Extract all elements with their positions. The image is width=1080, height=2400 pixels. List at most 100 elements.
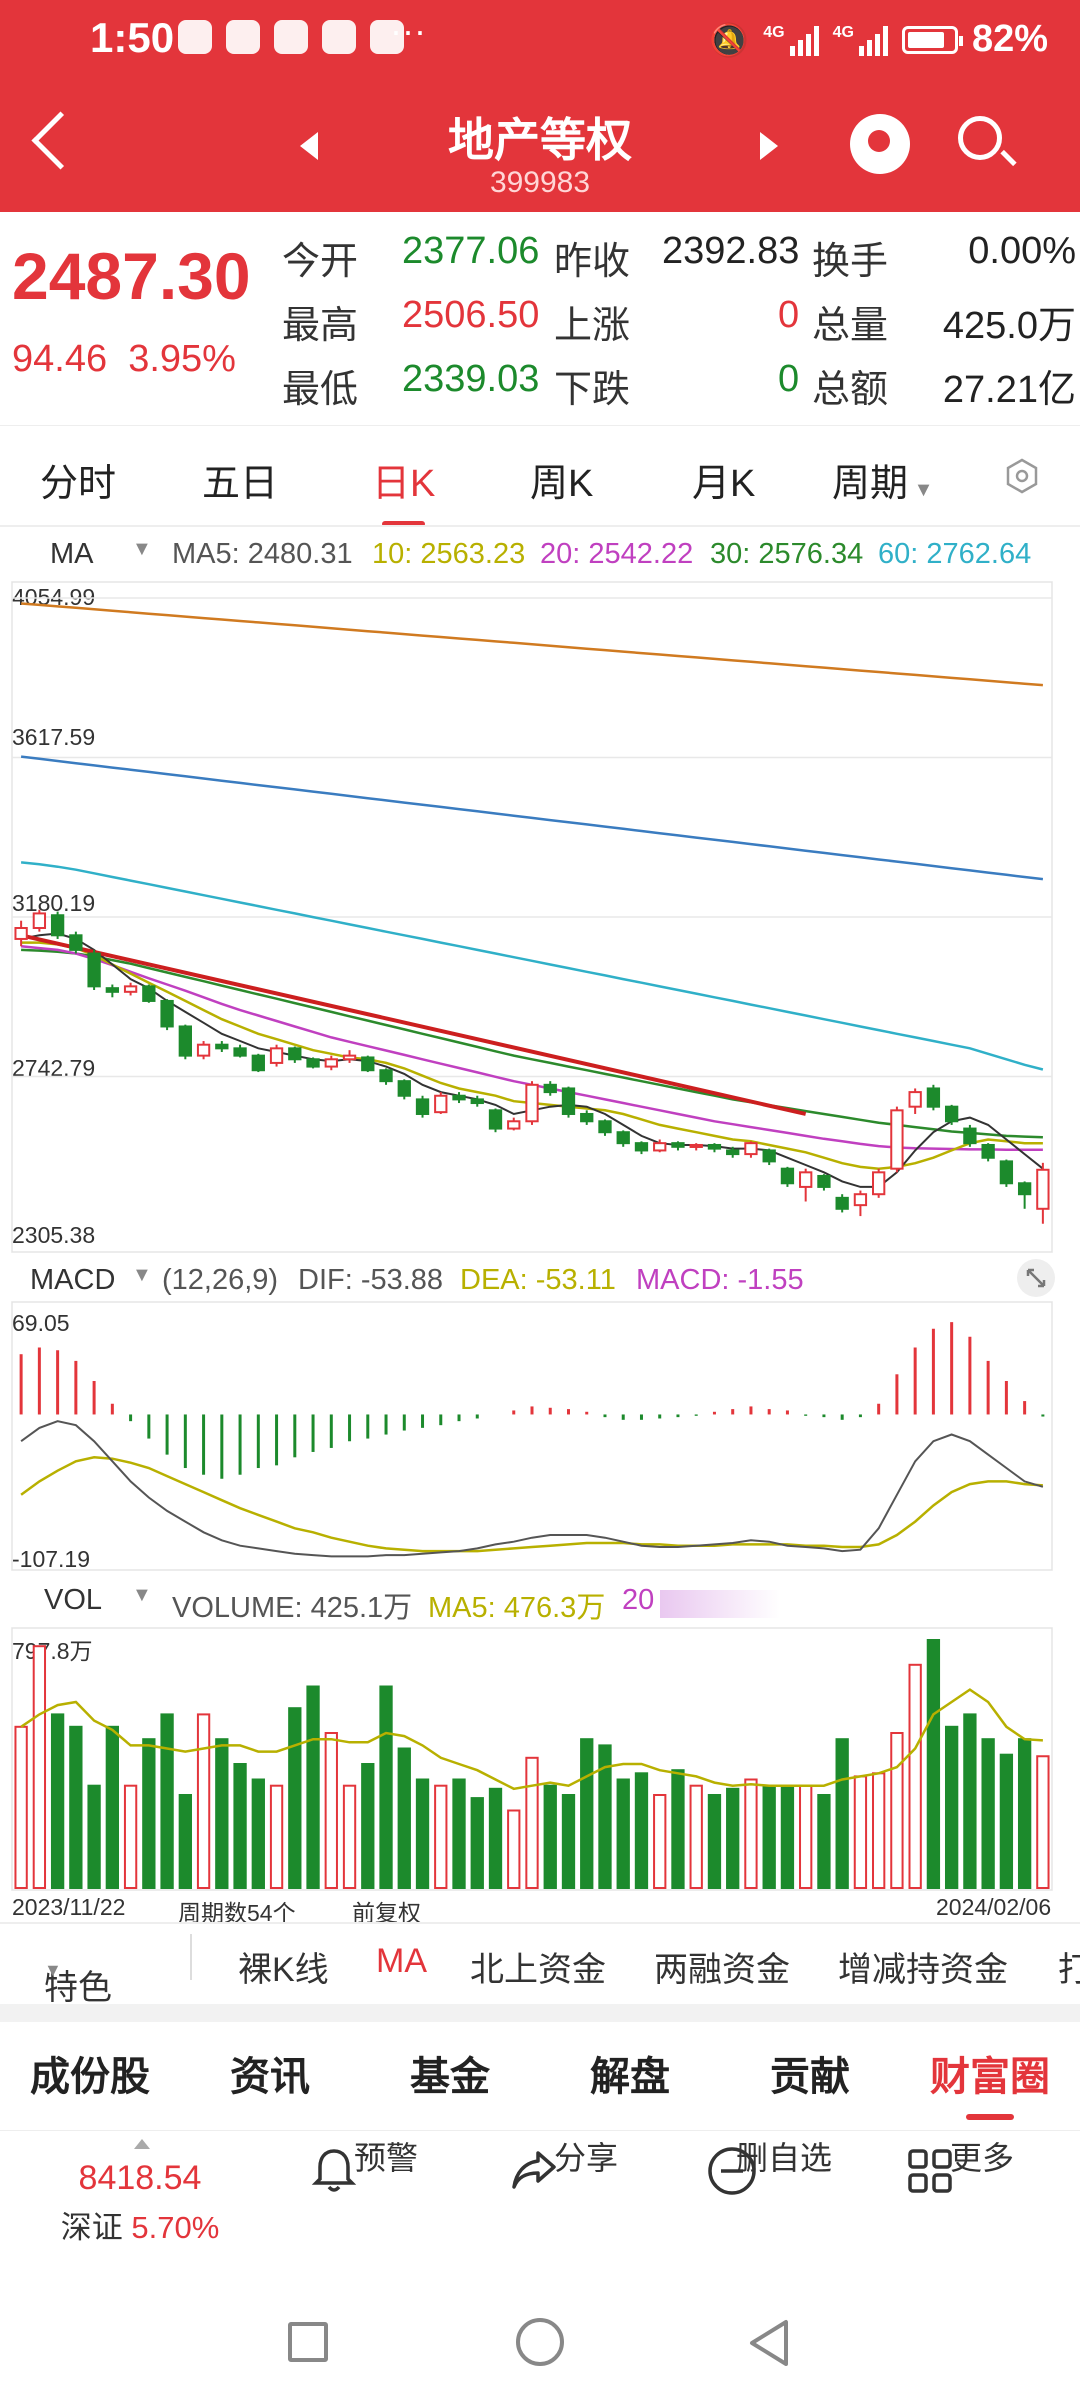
feature-holding-change[interactable]: 增减持资金 (838, 1951, 1008, 1989)
settings-hex-icon[interactable] (1004, 458, 1040, 494)
candle-body (543, 1083, 557, 1094)
vol-dropdown-icon[interactable]: ▼ (132, 1584, 152, 1606)
ma60-line (20, 861, 1044, 1071)
tab-contribution[interactable]: 贡献 (770, 2055, 850, 2099)
low-label: 最低 (282, 369, 359, 411)
expand-up-icon[interactable] (134, 2139, 150, 2149)
candle-body (379, 1069, 393, 1083)
tab-daily-k[interactable]: 日K (372, 452, 435, 527)
expand-icon[interactable] (1016, 1258, 1056, 1298)
battery-icon (901, 25, 963, 54)
candle-body (324, 1058, 338, 1068)
volume-bar (726, 1787, 740, 1890)
ma-indicator-name[interactable]: MA (50, 538, 94, 570)
period-tabs: 分时 五日 日K 周K 月K 周期 ▼ (0, 425, 1080, 527)
amount-label: 总额 (812, 369, 889, 411)
more-button[interactable]: 更多 (902, 2133, 1062, 2193)
tab-intraday[interactable]: 分时 (40, 463, 117, 505)
mascot-icon[interactable] (850, 114, 910, 174)
vol-ma5-line (20, 1688, 1043, 1791)
candle-body (799, 1171, 813, 1188)
quote-row: 最高 2506.50 上涨 0 总量 425.0万 (282, 294, 1076, 358)
volume-bar (452, 1778, 466, 1889)
volume-bar (653, 1794, 667, 1889)
vol-indicator-name[interactable]: VOL (44, 1584, 103, 1616)
volume-bar (963, 1713, 977, 1890)
candle-body (616, 1131, 630, 1145)
candle-body (361, 1056, 375, 1072)
share-button[interactable]: 分享 (506, 2133, 666, 2189)
kline-chart[interactable] (0, 0, 1080, 1930)
next-stock-icon[interactable] (760, 132, 778, 160)
tab-constituents[interactable]: 成份股 (30, 2055, 150, 2099)
candle-body (634, 1142, 649, 1152)
candle-body (288, 1047, 302, 1061)
recents-icon[interactable] (288, 2322, 328, 2362)
ma20-legend: 20: 2542.22 (540, 538, 694, 570)
period-count: 周期数54个 (178, 1900, 296, 1926)
status-time: 1:50 (90, 14, 175, 61)
macd-indicator-name[interactable]: MACD (30, 1264, 116, 1296)
tab-monthly-k[interactable]: 月K (692, 463, 756, 505)
feature-ma[interactable]: MA (376, 1942, 427, 1980)
alert-button[interactable]: 预警 (306, 2133, 466, 2192)
feature-northbound[interactable]: 北上资金 (470, 1951, 606, 1989)
search-icon[interactable] (958, 116, 1002, 160)
volume-bar (87, 1784, 101, 1889)
volume-bar (1036, 1755, 1050, 1889)
candle-body (525, 1083, 539, 1123)
macd-dropdown-icon[interactable]: ▼ (132, 1264, 152, 1286)
feature-more[interactable]: 打 (1058, 1951, 1080, 1989)
candle-body (415, 1098, 430, 1115)
vol-axis-label: 797.8万 (12, 1638, 93, 1664)
index-ticker[interactable]: 8418.54 深证 5.70% (40, 2159, 240, 2247)
remove-watchlist-button[interactable]: 删自选 (704, 2133, 864, 2195)
candle-body (926, 1087, 941, 1108)
candle-body (872, 1171, 886, 1196)
back-nav-icon[interactable] (746, 2318, 792, 2368)
candle-body (50, 914, 65, 937)
volume-bar (434, 1784, 448, 1889)
ma-dropdown-icon[interactable]: ▼ (132, 538, 152, 560)
rise-value: 0 (778, 294, 800, 336)
volume-bar (689, 1784, 703, 1889)
trend-line (20, 933, 807, 1116)
quote-row: 今开 2377.06 昨收 2392.83 换手 0.00% (282, 230, 1076, 294)
volume-bar (324, 1732, 338, 1889)
home-icon[interactable] (516, 2318, 564, 2366)
tab-period[interactable]: 周期 ▼ (832, 463, 934, 505)
volume-bar (50, 1713, 65, 1890)
candle-body (598, 1120, 612, 1134)
quote-panel: 2487.30 94.46 3.95% 今开 2377.06 昨收 2392.8… (0, 212, 1080, 424)
tab-five-day[interactable]: 五日 (202, 463, 279, 505)
candle-body (397, 1080, 411, 1097)
volume-bar (105, 1725, 120, 1890)
ma10-line (21, 941, 1043, 1170)
ma30-legend: 30: 2576.34 (710, 538, 864, 570)
signal-icon-2: 4G (833, 24, 888, 56)
divider (0, 1922, 1080, 1924)
share-icon (512, 2151, 556, 2189)
index-name: 深证 (60, 2210, 123, 2245)
prev-stock-icon[interactable] (300, 132, 318, 160)
volume-bar (196, 1713, 211, 1890)
candle-body (470, 1098, 484, 1105)
dif-line (20, 1420, 1044, 1558)
candle-body (707, 1143, 722, 1150)
candle-body (762, 1149, 776, 1163)
tab-wealth-circle[interactable]: 财富圈 (930, 2055, 1050, 2099)
tab-weekly-k[interactable]: 周K (530, 463, 594, 505)
volume-bar (14, 1725, 28, 1890)
tab-analysis[interactable]: 解盘 (590, 2055, 670, 2099)
feature-naked-k[interactable]: 裸K线 (238, 1951, 329, 1989)
feature-margin[interactable]: 两融资金 (654, 1951, 790, 1989)
volume-bar (306, 1685, 320, 1889)
volume-bar (525, 1756, 539, 1890)
volume-bar (507, 1809, 521, 1889)
panel-frame (11, 1301, 1053, 1571)
tab-news[interactable]: 资讯 (230, 2055, 310, 2099)
volume-bar (160, 1713, 174, 1890)
macd-legend: MACD: -1.55 (636, 1264, 804, 1296)
tab-funds[interactable]: 基金 (410, 2055, 490, 2099)
nav-bar: 地产等权 399983 (0, 80, 1080, 212)
